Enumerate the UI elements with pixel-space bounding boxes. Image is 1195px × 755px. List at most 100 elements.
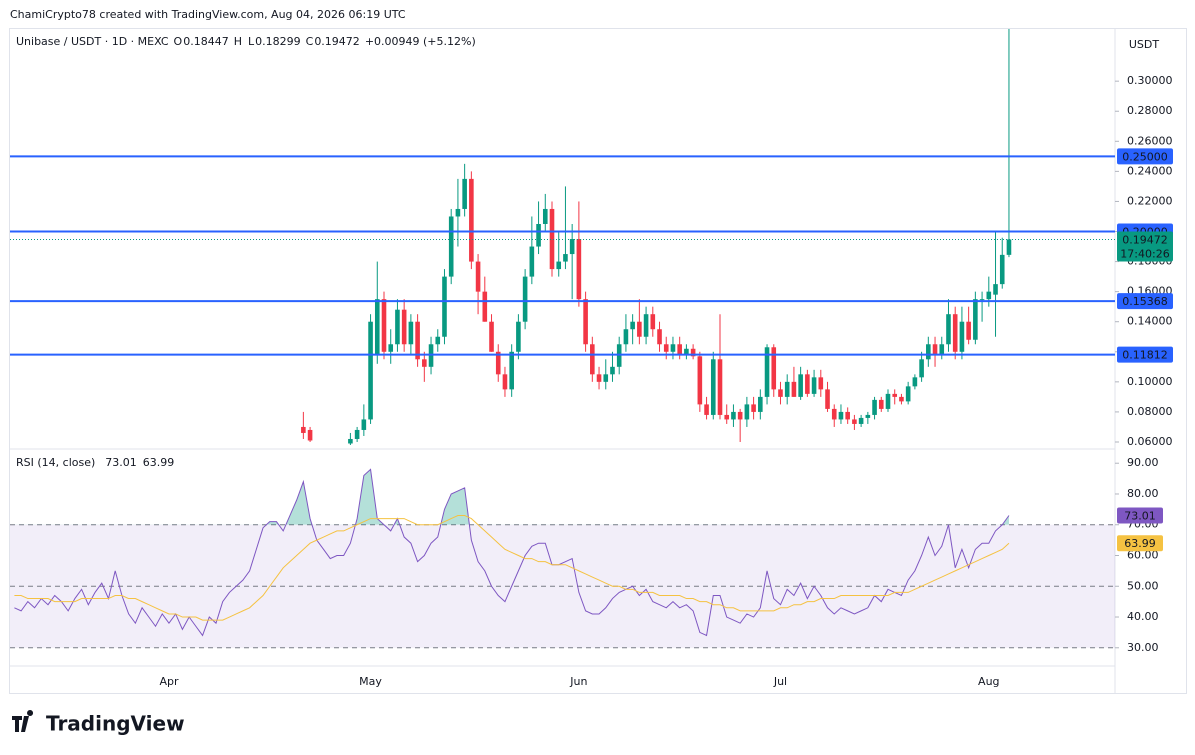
candle-body <box>872 399 877 415</box>
rsi-value-label: 73.01 <box>1124 509 1156 522</box>
candle-body <box>791 381 797 397</box>
candle-body <box>663 344 669 352</box>
candle-body <box>724 414 730 420</box>
candle-body <box>778 389 783 397</box>
rsi-legend-value: 63.99 <box>143 456 175 469</box>
ohlc-label: L <box>248 35 255 48</box>
ohlc-label: C <box>306 35 314 48</box>
ohlc-label: O <box>174 35 183 48</box>
brand: TradingView <box>46 712 185 736</box>
frame <box>9 28 1187 694</box>
candles <box>301 29 1012 445</box>
candle-body <box>838 411 844 420</box>
y-tick-label: 40.00 <box>1127 610 1159 623</box>
candle-body <box>684 348 689 355</box>
candle-body <box>408 321 414 345</box>
symbol: Unibase / USDT · 1D · MEXC <box>16 35 169 48</box>
y-tick-label: 30.00 <box>1127 641 1159 654</box>
candle-body <box>657 329 662 345</box>
y-tick-label: 0.10000 <box>1127 375 1173 388</box>
candle-body <box>926 344 931 360</box>
candle-body <box>522 276 528 322</box>
candle-body <box>542 208 548 224</box>
candle-body <box>502 374 508 390</box>
candle-body <box>482 291 488 322</box>
candle-body <box>704 404 709 415</box>
candle-body <box>374 299 380 355</box>
y-tick-label: 90.00 <box>1127 456 1159 469</box>
candle-body <box>348 438 353 444</box>
level-label: 0.25000 <box>1122 150 1168 163</box>
x-tick-label: Jul <box>773 675 787 688</box>
candle-body <box>865 414 871 418</box>
candle-body <box>596 374 602 382</box>
candle-body <box>381 299 387 352</box>
candle-body <box>737 411 743 420</box>
candle-body <box>905 386 911 402</box>
candle-body <box>569 239 575 255</box>
y-tick-label: 0.14000 <box>1127 315 1173 328</box>
candle-body <box>361 419 367 430</box>
candle-body <box>576 239 582 300</box>
candle-body <box>999 254 1005 285</box>
y-tick-label: 0.22000 <box>1127 194 1173 207</box>
candle-body <box>932 344 938 355</box>
candle-body <box>697 356 703 405</box>
candle-body <box>811 377 817 394</box>
logo <box>12 710 34 732</box>
candle-body <box>643 314 649 337</box>
candle-body <box>603 374 609 382</box>
ohlc-label: H <box>234 35 242 48</box>
candle-body <box>758 396 763 412</box>
candle-body <box>959 321 965 352</box>
candle-body <box>979 299 985 301</box>
currency: USDT <box>1129 38 1160 51</box>
candle-body <box>670 344 676 352</box>
candle-body <box>993 284 998 295</box>
credit: ChamiCrypto78 created with TradingView.c… <box>10 8 406 21</box>
candle-body <box>462 178 467 209</box>
candle-body <box>307 429 313 441</box>
ohlc-value: 0.18447 <box>183 35 229 48</box>
candle-body <box>475 261 481 292</box>
candle-body <box>690 348 696 357</box>
candle-body <box>784 381 790 397</box>
candle-body <box>912 377 918 387</box>
candle-body <box>509 351 514 390</box>
level-label: 0.15368 <box>1122 295 1168 308</box>
candle-body <box>744 404 750 420</box>
candle-body <box>771 347 777 390</box>
candle-body <box>637 321 642 337</box>
rsi-line <box>14 468 1010 637</box>
candle-body <box>395 309 400 345</box>
candle-body <box>529 246 535 277</box>
y-tick-label: 0.30000 <box>1127 74 1173 87</box>
candle-body <box>878 399 884 409</box>
rsi-line <box>14 515 1010 621</box>
candle-body <box>435 336 441 345</box>
x-tick-label: Jun <box>569 675 587 688</box>
candle-body <box>630 321 635 330</box>
candle-body <box>798 374 803 397</box>
candle-body <box>899 396 904 402</box>
candle-body <box>731 411 736 420</box>
candle-body <box>858 417 864 424</box>
x-tick-label: Aug <box>978 675 999 688</box>
candle-body <box>469 178 474 262</box>
candle-body <box>448 216 454 277</box>
level-label-bg <box>1117 293 1173 310</box>
candle-body <box>892 393 898 397</box>
candle-body <box>583 299 588 345</box>
candle-body <box>401 309 407 345</box>
candle-body <box>973 299 978 340</box>
candle-body <box>677 344 682 355</box>
rsi-legend-value: 73.01 <box>105 456 137 469</box>
candle-body <box>516 321 521 352</box>
y-tick-label: 60.00 <box>1127 549 1159 562</box>
ohlc-value: 0.19472 <box>314 35 360 48</box>
level-label: 0.11812 <box>1122 349 1168 362</box>
candle-body <box>939 344 945 355</box>
ohlc-value: 0.18299 <box>255 35 301 48</box>
